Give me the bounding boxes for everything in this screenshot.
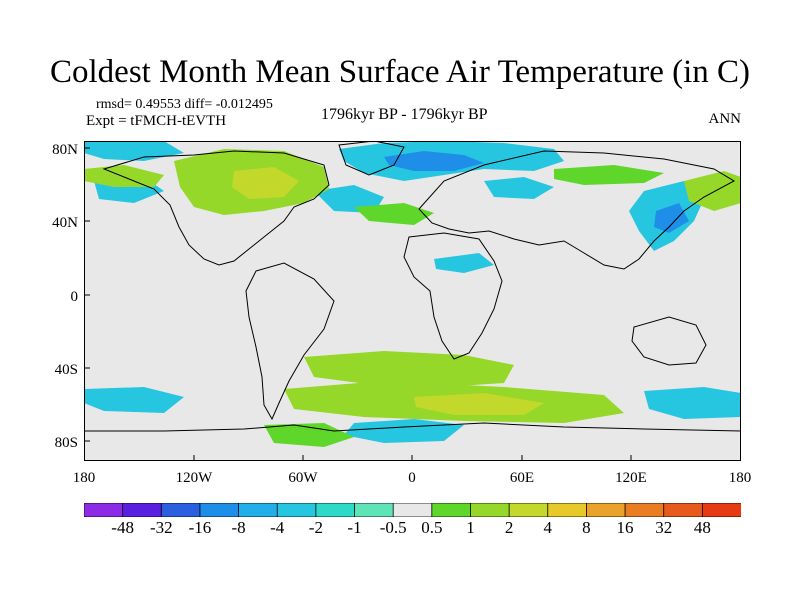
coastline-africa bbox=[403, 232, 503, 360]
colorbar-swatch-15 bbox=[663, 503, 704, 517]
colorbar bbox=[84, 503, 741, 517]
lon-label-180w: 180 bbox=[72, 470, 96, 486]
lat-label-0: 0 bbox=[70, 289, 79, 305]
coastline-australia bbox=[631, 316, 707, 366]
colorbar-label-7: -0.5 bbox=[379, 518, 407, 537]
lon-label-120w: 120W bbox=[175, 470, 213, 486]
cool-anomaly-europe-core bbox=[384, 151, 484, 171]
colorbar-swatch-0 bbox=[84, 503, 124, 517]
colorbar-swatch-7 bbox=[354, 503, 395, 517]
colorbar-swatch-2 bbox=[160, 503, 201, 517]
coastline-antarctica bbox=[84, 422, 741, 432]
colorbar-label-0: -48 bbox=[111, 518, 134, 537]
cool-anomaly-central-asia bbox=[484, 177, 554, 199]
colorbar-swatch-13 bbox=[586, 503, 626, 517]
coastline-eurasia bbox=[418, 150, 736, 270]
cool-anomaly-japan bbox=[654, 203, 689, 233]
colorbar-label-13: 16 bbox=[616, 518, 634, 537]
colorbar-label-12: 8 bbox=[582, 518, 591, 537]
colorbar-swatch-12 bbox=[547, 503, 588, 517]
season-label: ANN bbox=[708, 111, 742, 127]
warm-anomaly-north-pacific-rim bbox=[84, 165, 164, 187]
experiment-label: Expt = tFMCH-tEVTH bbox=[86, 113, 227, 129]
lat-label-40n: 40N bbox=[52, 215, 78, 231]
coastline-south-america bbox=[245, 262, 335, 421]
cool-anomaly-arabia bbox=[434, 253, 494, 273]
lon-label-60w: 60W bbox=[288, 470, 318, 486]
map-ticks bbox=[84, 147, 632, 461]
lat-label-80s: 80S bbox=[54, 435, 78, 451]
colorbar-label-15: 48 bbox=[693, 518, 711, 537]
colorbar-label-1: -32 bbox=[149, 518, 173, 537]
warm-anomaly-canada-core bbox=[232, 167, 299, 199]
warm-anomaly-south-atlantic bbox=[304, 351, 514, 387]
warm-anomaly-siberia bbox=[554, 165, 664, 185]
colorbar-label-8: 0.5 bbox=[421, 518, 443, 537]
lon-label-0: 0 bbox=[408, 470, 416, 486]
colorbar-swatch-16 bbox=[701, 503, 741, 517]
colorbar-label-11: 4 bbox=[543, 518, 553, 537]
lon-label-60e: 60E bbox=[509, 470, 535, 486]
colorbar-swatch-6 bbox=[315, 503, 356, 517]
colorbar-swatch-8 bbox=[392, 503, 433, 517]
lat-label-80n: 80N bbox=[52, 142, 78, 158]
period-label: 1796kyr BP - 1796kyr BP bbox=[321, 106, 488, 123]
cool-anomaly-southern-pacific bbox=[84, 387, 184, 413]
colorbar-label-14: 32 bbox=[655, 518, 673, 537]
colorbar-swatch-14 bbox=[624, 503, 665, 517]
warm-anomaly-antarctic-coast bbox=[264, 423, 354, 447]
coastline-greenland bbox=[338, 141, 405, 176]
colorbar-label-5: -2 bbox=[308, 518, 323, 537]
warm-anomaly-southern-ocean-core bbox=[414, 393, 544, 415]
colorbar-label-3: -8 bbox=[231, 518, 246, 537]
colorbar-swatch-5 bbox=[276, 503, 317, 517]
plot-title: Coldest Month Mean Surface Air Temperatu… bbox=[50, 54, 750, 90]
colorbar-label-4: -4 bbox=[270, 518, 285, 537]
colorbar-swatch-4 bbox=[238, 503, 279, 517]
world-map bbox=[84, 141, 741, 461]
lon-label-120e: 120E bbox=[615, 470, 647, 486]
warm-anomaly-north-atlantic bbox=[354, 203, 434, 225]
colorbar-label-10: 2 bbox=[504, 518, 514, 537]
stats-label: rmsd= 0.49553 diff= -0.012495 bbox=[96, 97, 273, 112]
colorbar-swatch-10 bbox=[470, 503, 511, 517]
colorbar-swatch-9 bbox=[431, 503, 472, 517]
coastlines bbox=[84, 141, 741, 432]
colorbar-label-6: -1 bbox=[347, 518, 362, 537]
anomaly-fields bbox=[84, 141, 741, 447]
colorbar-swatch-3 bbox=[199, 503, 240, 517]
colorbar-label-2: -16 bbox=[188, 518, 212, 537]
colorbar-swatch-1 bbox=[122, 503, 163, 517]
coastline-north-america bbox=[102, 150, 330, 266]
cool-anomaly-southern-indian bbox=[644, 387, 741, 419]
lon-label-180e: 180 bbox=[728, 470, 752, 486]
colorbar-swatch-11 bbox=[508, 503, 549, 517]
colorbar-label-9: 1 bbox=[466, 518, 475, 537]
lat-label-40s: 40S bbox=[54, 362, 78, 378]
